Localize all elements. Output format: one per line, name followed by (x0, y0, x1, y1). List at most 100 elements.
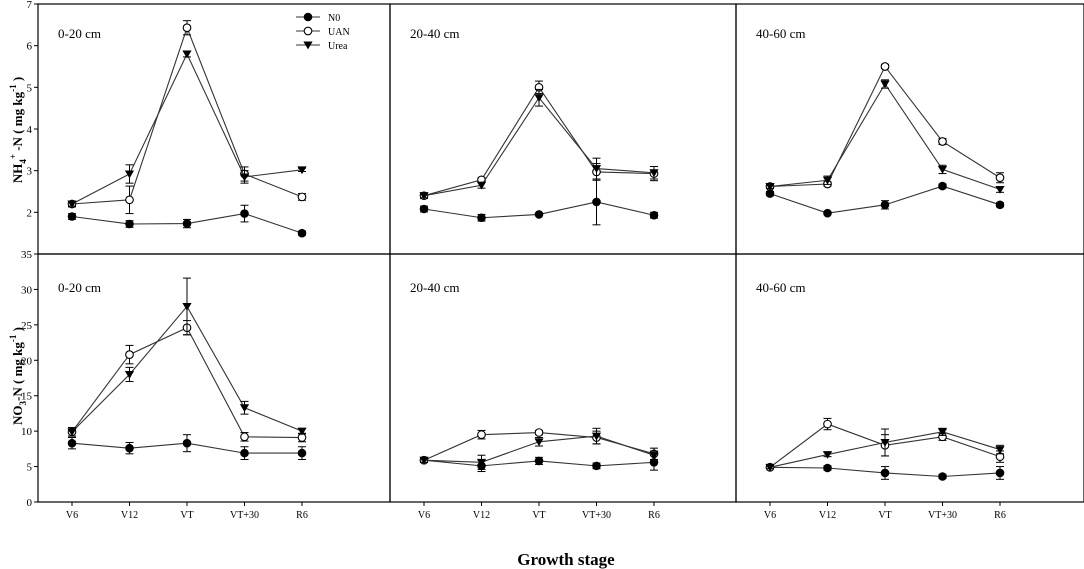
data-point (938, 181, 947, 191)
data-point (822, 176, 833, 185)
data-point (822, 451, 833, 459)
data-point (182, 50, 192, 59)
x-tick-label: VT+30 (230, 510, 259, 521)
legend-label: N0 (328, 13, 340, 24)
y-tick-label: 4 (27, 124, 33, 136)
panel-nh4-0-20 cm: 0-20 cm 2 3 4 5 6 7 N0 UAN Urea (27, 0, 391, 255)
series-n0 (765, 181, 1005, 218)
data-point (297, 192, 307, 202)
legend-marker (303, 26, 313, 36)
data-point (938, 472, 947, 481)
y-tick-label: 3 (27, 166, 33, 178)
legend-marker (303, 12, 313, 22)
panel-no3-20-40 cm: 20-40 cm V6 V12 VT VT+30 R6 (389, 253, 737, 521)
series-uan (67, 20, 307, 215)
series-line (769, 82, 1001, 190)
legend-marker (303, 41, 313, 50)
data-point (765, 189, 775, 198)
x-tick-label: V6 (764, 510, 776, 521)
series-n0 (419, 178, 659, 226)
panel-frame (389, 3, 737, 255)
data-point (182, 302, 192, 311)
data-point (995, 185, 1005, 194)
y-tick-label: 15 (21, 391, 33, 403)
legend-label: Urea (328, 41, 348, 52)
data-point (477, 213, 486, 223)
panel-label: 20-40 cm (410, 280, 459, 295)
series-line (71, 326, 303, 439)
x-tick-label: VT+30 (582, 510, 611, 521)
panels: 0-20 cm 2 3 4 5 6 7 N0 UAN Urea 20-40 cm 40-60 cm 0-… (21, 0, 1084, 521)
x-tick-label: VT (532, 510, 545, 521)
data-point (125, 195, 134, 205)
data-point (297, 448, 307, 458)
series-n0 (419, 454, 659, 473)
data-point (534, 428, 544, 437)
series-urea (67, 277, 307, 437)
legend: N0 UAN Urea (296, 12, 350, 52)
y-tick-label: 25 (21, 320, 33, 332)
y-tick-label: 0 (27, 497, 33, 509)
x-tick-label: V12 (121, 510, 138, 521)
data-point (592, 197, 601, 207)
x-tick-label: VT+30 (928, 510, 957, 521)
data-point (240, 448, 249, 458)
data-point (534, 438, 544, 447)
data-point (239, 173, 250, 182)
data-point (995, 173, 1005, 183)
data-point (880, 468, 890, 478)
data-point (476, 458, 487, 467)
x-tick-label: VT (878, 510, 891, 521)
y-tick-label: 7 (27, 0, 33, 11)
data-point (240, 209, 249, 218)
data-point (419, 204, 429, 214)
data-point (591, 165, 602, 173)
data-point (534, 210, 544, 219)
data-point (240, 432, 249, 442)
y-tick-label: 6 (27, 41, 33, 53)
panel-label: 20-40 cm (410, 26, 459, 41)
data-point (995, 446, 1005, 454)
series-uan (67, 320, 307, 443)
data-point (297, 228, 307, 238)
series-n0 (765, 462, 1005, 481)
data-point (124, 170, 135, 179)
series-line (423, 96, 655, 197)
data-point (880, 80, 890, 89)
x-tick-label: V12 (473, 510, 490, 521)
data-point (649, 451, 659, 460)
data-point (419, 192, 429, 201)
y-axis-title-nh4: NH4+ -N ( mg kg-1 ) (8, 77, 28, 183)
data-point (67, 212, 77, 221)
data-point (938, 137, 947, 146)
panel-label: 0-20 cm (58, 26, 101, 41)
panel-label: 0-20 cm (58, 280, 101, 295)
data-point (880, 62, 890, 71)
series-urea (765, 427, 1005, 472)
x-tick-label: R6 (296, 510, 308, 521)
data-point (765, 463, 775, 472)
panel-no3-40-60 cm: 40-60 cm V6 V12 VT VT+30 R6 (735, 253, 1084, 521)
x-tick-label: R6 (648, 510, 660, 521)
y-tick-label: 35 (21, 249, 33, 261)
legend-label: UAN (328, 27, 350, 38)
data-point (419, 456, 429, 465)
data-point (534, 456, 544, 466)
data-point (297, 166, 307, 175)
data-point (937, 165, 948, 174)
data-point (125, 219, 134, 229)
data-point (239, 404, 250, 413)
data-point (649, 210, 659, 220)
y-tick-label: 5 (27, 82, 33, 94)
series-urea (419, 88, 659, 201)
series-line (71, 52, 303, 205)
data-point (125, 443, 134, 453)
data-point (125, 350, 134, 359)
x-tick-label: R6 (994, 510, 1006, 521)
data-point (182, 23, 192, 33)
panel-frame (735, 253, 1084, 503)
series-n0 (67, 204, 307, 238)
y-tick-label: 2 (27, 207, 33, 219)
panel-frame (735, 3, 1084, 255)
